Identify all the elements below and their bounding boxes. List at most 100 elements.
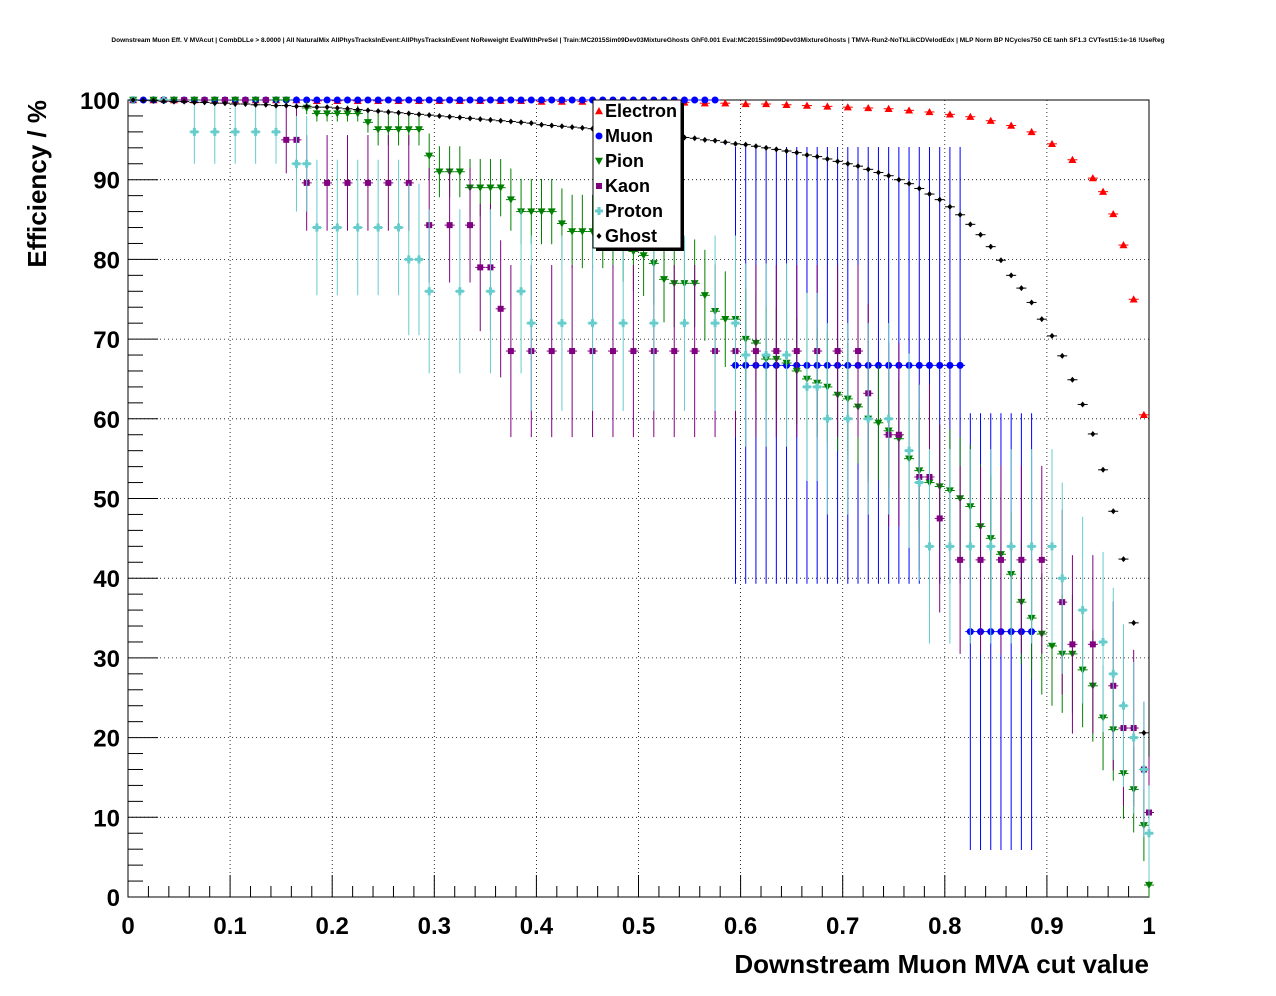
proton-point [648, 235, 659, 411]
ghost-point [832, 158, 843, 165]
electron-point [740, 99, 751, 108]
ghost-marker [273, 102, 279, 109]
electron-point [965, 112, 976, 120]
muon-marker [558, 96, 566, 104]
ghost-point [434, 112, 445, 119]
pion-marker [578, 228, 587, 236]
kaon-marker [773, 348, 780, 355]
ghost-point [199, 99, 210, 106]
muon-marker [395, 96, 403, 104]
ghost-point [373, 108, 384, 115]
x-tick-label: 0 [121, 913, 134, 940]
proton-point [761, 263, 772, 447]
ghost-marker [814, 153, 820, 160]
ghost-point [291, 103, 302, 110]
ghost-point [750, 143, 761, 150]
ghost-point [128, 97, 139, 103]
y-axis-title: Efficiency / % [22, 100, 52, 268]
ghost-marker [855, 163, 861, 170]
electron-marker [966, 112, 975, 120]
ghost-marker [263, 101, 269, 108]
kaon-marker [609, 348, 616, 355]
electron-marker [1099, 187, 1108, 195]
proton-marker [231, 127, 240, 136]
proton-point [230, 100, 241, 164]
ghost-point [842, 160, 853, 167]
electron-marker [945, 110, 954, 118]
pion-marker [639, 252, 648, 260]
ghost-marker [242, 100, 248, 107]
muon-point [332, 96, 343, 104]
kaon-marker [997, 556, 1004, 563]
ghost-marker [1018, 285, 1024, 292]
muon-marker [476, 96, 484, 104]
pion-point [505, 168, 516, 231]
ghost-marker [181, 98, 187, 105]
proton-point [924, 449, 935, 644]
kaon-marker [221, 97, 228, 103]
ghost-marker [324, 104, 330, 111]
legend-item-ghost: Ghost [596, 226, 657, 246]
ghost-point [577, 124, 588, 131]
kaon-marker [467, 222, 474, 229]
ghost-point [771, 146, 782, 153]
kaon-marker [446, 222, 453, 229]
kaon-marker [895, 431, 902, 438]
proton-marker [1119, 701, 1128, 710]
muon-point [373, 96, 384, 104]
muon-point [699, 96, 710, 104]
muon-marker [507, 96, 515, 104]
muon-marker [303, 96, 311, 104]
proton-point [291, 115, 302, 212]
y-tick-label: 80 [93, 247, 120, 274]
ghost-point [1016, 285, 1027, 292]
legend-ghost-label: Ghost [605, 226, 657, 246]
ghost-point [485, 116, 496, 123]
axis-ticks: 0 0.1 0.2 0.3 0.4 0.5 0.6 0.7 0.8 0.9 101020304050… [80, 88, 1156, 940]
ghost-marker [875, 169, 881, 176]
pion-marker [721, 315, 730, 324]
electron-marker [925, 107, 934, 116]
pion-point [495, 158, 506, 217]
legend-proton-marker [595, 207, 603, 215]
legend-item-electron: Electron [595, 101, 677, 121]
pion-marker [343, 110, 352, 118]
ghost-marker [539, 121, 545, 128]
ghost-point [1108, 508, 1119, 515]
electron-marker [1007, 121, 1016, 129]
ghost-marker [375, 108, 381, 115]
proton-marker [915, 478, 924, 487]
proton-marker [404, 255, 413, 264]
muon-point [434, 96, 445, 104]
kaon-point [362, 135, 373, 231]
electron-point [801, 101, 812, 109]
pion-point [393, 113, 404, 146]
electron-point [863, 103, 874, 112]
kaon-marker [385, 179, 392, 186]
legend-muon-marker [595, 132, 603, 140]
ghost-marker [1110, 508, 1116, 515]
electron-point [1138, 410, 1149, 419]
ghost-marker [559, 123, 565, 130]
muon-point [454, 96, 465, 104]
kaon-point [1067, 555, 1078, 734]
ghost-point [168, 98, 179, 105]
proton-marker [394, 223, 403, 232]
ghost-marker [784, 148, 790, 155]
ghost-marker [426, 112, 432, 119]
kaon-marker [569, 348, 576, 355]
proton-point [914, 384, 925, 581]
electron-point [1118, 241, 1129, 249]
proton-marker [302, 159, 311, 168]
ghost-marker [436, 112, 442, 119]
muon-point [342, 96, 353, 104]
muon-point [475, 96, 486, 104]
muon-marker [548, 96, 556, 104]
ghost-point [893, 176, 904, 183]
electron-point [1128, 295, 1139, 303]
ghost-point [944, 203, 955, 210]
ghost-marker [222, 100, 228, 107]
kaon-marker [1038, 556, 1045, 563]
ghost-marker [385, 108, 391, 115]
pion-marker [1145, 881, 1153, 890]
